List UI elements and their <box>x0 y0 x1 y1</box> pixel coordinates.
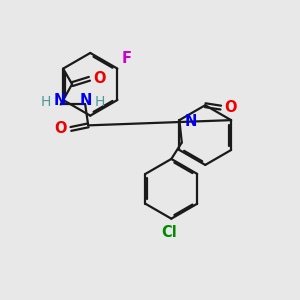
Text: N: N <box>80 93 92 108</box>
Text: O: O <box>55 122 67 136</box>
Text: N: N <box>54 93 66 108</box>
Text: H: H <box>41 95 51 109</box>
Text: Cl: Cl <box>161 225 177 240</box>
Text: O: O <box>93 71 106 86</box>
Text: N: N <box>184 114 196 129</box>
Text: F: F <box>121 51 131 66</box>
Text: H: H <box>94 95 105 109</box>
Text: O: O <box>225 100 237 115</box>
